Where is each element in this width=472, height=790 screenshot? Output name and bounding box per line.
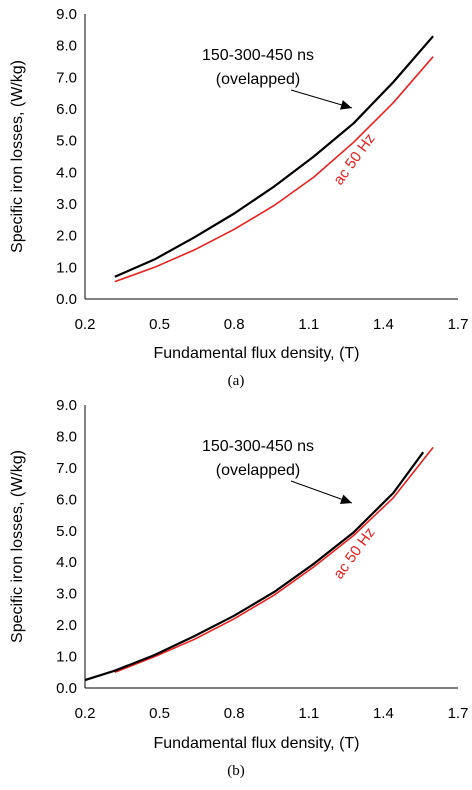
y-tick-label: 8.0: [56, 428, 77, 445]
y-tick-label: 0.0: [56, 291, 77, 308]
annotation-red: ac 50 Hz: [330, 130, 379, 188]
y-tick-label: 1.0: [56, 259, 77, 276]
x-tick-label: 0.8: [224, 705, 245, 722]
x-axis-title: Fundamental flux density, (T): [153, 345, 359, 362]
y-axis-title: Specific iron losses, (W/kg): [9, 450, 26, 643]
annotation-black-line2: (ovelapped): [216, 462, 301, 479]
x-tick-label: 0.2: [75, 316, 96, 333]
y-tick-label: 5.0: [56, 523, 77, 540]
annotation-arrow: [290, 480, 353, 504]
x-tick-label: 0.2: [75, 705, 96, 722]
y-tick-label: 3.0: [56, 586, 77, 603]
y-tick-labels: 0.0 1.0 2.0 3.0 4.0 5.0 6.0 7.0 8.0 9.0: [56, 397, 77, 697]
x-tick-labels: 0.2 0.5 0.8 1.1 1.4 1.7: [75, 705, 469, 722]
series-line-ac-50hz: [114, 56, 434, 283]
caption-b: (b): [227, 763, 245, 779]
x-tick-label: 1.7: [448, 705, 469, 722]
y-tick-label: 3.0: [56, 196, 77, 213]
annotation-black-line1: 150-300-450 ns: [202, 47, 314, 64]
series-line-ns: [114, 35, 434, 278]
series-group: [114, 35, 434, 283]
y-tick-label: 9.0: [56, 397, 77, 414]
x-tick-label: 1.1: [298, 316, 319, 333]
y-tick-label: 8.0: [56, 38, 77, 55]
x-tick-label: 0.5: [149, 705, 170, 722]
x-tick-label: 1.4: [373, 316, 394, 333]
series-line-ac-50hz: [114, 446, 434, 674]
x-tick-label: 1.4: [373, 705, 394, 722]
y-tick-label: 7.0: [56, 460, 77, 477]
caption-a: (a): [228, 373, 245, 389]
y-tick-label: 6.0: [56, 491, 77, 508]
y-tick-label: 7.0: [56, 69, 77, 86]
series-group: [84, 446, 434, 682]
y-tick-label: 4.0: [56, 164, 77, 181]
y-tick-label: 5.0: [56, 133, 77, 150]
annotation-arrow: [290, 89, 353, 110]
x-tick-labels: 0.2 0.5 0.8 1.1 1.4 1.7: [75, 316, 469, 333]
x-tick-label: 0.8: [224, 316, 245, 333]
x-axis-title: Fundamental flux density, (T): [153, 735, 359, 752]
y-tick-label: 9.0: [56, 6, 77, 23]
y-tick-label: 1.0: [56, 649, 77, 666]
annotation-black-line2: (ovelapped): [216, 71, 301, 88]
x-tick-label: 1.1: [298, 705, 319, 722]
chart-panel-b: 0.0 1.0 2.0 3.0 4.0 5.0 6.0 7.0 8.0 9.0 0.2 0.5 0.8…: [9, 397, 468, 779]
arrow-head: [339, 494, 352, 504]
series-line-ns: [84, 451, 425, 682]
x-tick-label: 0.5: [149, 316, 170, 333]
y-tick-label: 0.0: [56, 680, 77, 697]
annotation-black-line1: 150-300-450 ns: [202, 438, 314, 455]
chart-panel-a: 0.0 1.0 2.0 3.0 4.0 5.0 6.0 7.0 8.0 9.0 0.2 0.5 0.8…: [9, 6, 468, 389]
arrow-head: [340, 100, 352, 110]
y-tick-labels: 0.0 1.0 2.0 3.0 4.0 5.0 6.0 7.0 8.0 9.0: [56, 6, 77, 308]
y-axis-title: Specific iron losses, (W/kg): [9, 60, 26, 253]
y-tick-label: 6.0: [56, 101, 77, 118]
y-tick-label: 2.0: [56, 617, 77, 634]
y-tick-label: 4.0: [56, 554, 77, 571]
y-tick-label: 2.0: [56, 228, 77, 245]
x-tick-label: 1.7: [448, 316, 469, 333]
